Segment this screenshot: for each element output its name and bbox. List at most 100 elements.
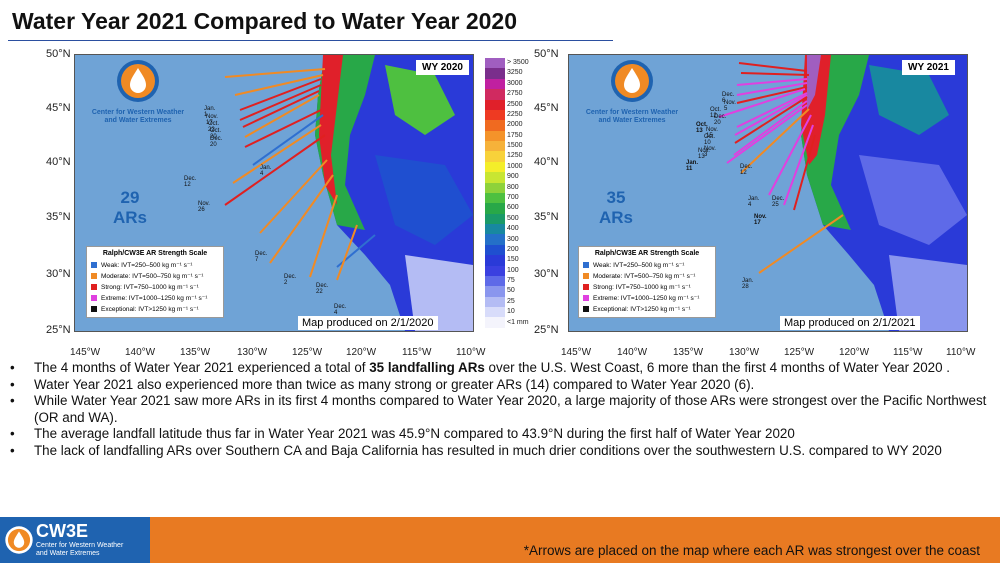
ar-date: Jan. 1 — [204, 106, 216, 118]
colorbar-segment — [485, 255, 505, 266]
colorbar-segment — [485, 89, 505, 100]
colorbar-segment — [485, 203, 505, 214]
legend-row: Exceptional: IVT>1250 kg m⁻¹ s⁻¹ — [583, 303, 711, 314]
ar-date: Jan. 4 — [260, 165, 272, 177]
colorbar-label: 75 — [507, 277, 515, 285]
footer-subtitle-line1: Center for Western Weather — [36, 542, 124, 549]
lon-label: 135°W — [180, 347, 211, 358]
ar-date: Nov. 5 — [724, 100, 736, 112]
bullet-item: • Water Year 2021 also experienced more t… — [10, 376, 755, 392]
colorbar-segment — [485, 172, 505, 183]
cw3e-logo-icon — [117, 60, 159, 102]
ar-date: Dec. 2 — [284, 274, 297, 286]
produced-note: Map produced on 2/1/2021 — [780, 316, 920, 330]
colorbar-segment — [485, 130, 505, 141]
colorbar-label: 25 — [507, 297, 515, 305]
lat-label: 30°N — [534, 268, 559, 280]
legend-row: Exceptional: IVT>1250 kg m⁻¹ s⁻¹ — [91, 303, 219, 314]
wy-tag: WY 2021 — [902, 60, 955, 75]
colorbar-label: 2500 — [507, 100, 523, 108]
lat-label: 45°N — [46, 102, 71, 114]
produced-note: Map produced on 2/1/2020 — [298, 316, 438, 330]
lat-label: 40°N — [534, 156, 559, 168]
lon-label: 115°W — [893, 347, 923, 358]
colorbar-label: 1000 — [507, 162, 523, 170]
colorbar-label: 1250 — [507, 152, 523, 160]
colorbar-label: 400 — [507, 225, 519, 233]
colorbar-label: 700 — [507, 194, 519, 201]
colorbar-segment — [485, 151, 505, 162]
lat-label: 35°N — [46, 211, 71, 223]
ar-date: Dec. 4 — [334, 304, 347, 316]
ar-date: Dec. 6 — [722, 92, 735, 104]
wy-tag: WY 2020 — [416, 60, 469, 75]
bullet-bold: 35 landfalling ARs — [369, 360, 485, 375]
lon-label: 140°W — [617, 347, 648, 358]
lon-label: 115°W — [402, 347, 432, 358]
footer-subtitle-line2: and Water Extremes — [36, 550, 100, 557]
colorbar-segment — [485, 213, 505, 224]
title-rule — [8, 40, 613, 41]
lon-label: 120°W — [839, 347, 870, 358]
colorbar-label: 1750 — [507, 131, 523, 139]
bullet-text: Water Year 2021 also experienced more th… — [34, 376, 755, 392]
terrain-map — [801, 55, 967, 331]
lon-label: 125°W — [292, 347, 323, 358]
lon-label: 145°W — [561, 347, 592, 358]
lat-label: 50°N — [534, 48, 559, 60]
ar-date: Nov. 17 — [754, 214, 767, 226]
colorbar-segment — [485, 286, 505, 297]
legend: Ralph/CW3E AR Strength Scale Weak: IVT=2… — [578, 246, 716, 318]
colorbar-segment — [485, 296, 505, 307]
ar-date: Dec. 7 — [255, 251, 268, 263]
logo-text-line1: Center for Western Weather — [91, 109, 185, 116]
footer-subtitle: Center for Western Weather and Water Ext… — [36, 542, 123, 558]
colorbar-label: <1 mm — [507, 318, 529, 326]
colorbar-label: 600 — [507, 204, 519, 212]
legend: Ralph/CW3E AR Strength Scale Weak: IVT=2… — [86, 246, 224, 318]
legend-swatch — [91, 261, 97, 268]
ar-count-number: 29 — [120, 188, 140, 207]
colorbar-label: 3250 — [507, 69, 523, 77]
legend-row: Extreme: IVT=1000–1250 kg m⁻¹ s⁻¹ — [91, 292, 219, 303]
colorbar-label: 500 — [507, 214, 519, 222]
footer-brand: CW3E — [36, 521, 89, 541]
colorbar-segment — [485, 244, 505, 256]
legend-label: Weak: IVT=250–500 kg m⁻¹ s⁻¹ — [101, 261, 193, 269]
colorbar-label: 50 — [507, 287, 515, 295]
footer-logo-area: CW3E Center for Western Weather and Wate… — [0, 517, 150, 563]
colorbar-labels: > 3500 3250 3000 2750 2500 2250 2000 1750 1500 12… — [507, 58, 539, 328]
ar-date: Nov. 26 — [198, 201, 210, 213]
footer-bar: CW3E Center for Western Weather and Wate… — [0, 517, 1000, 563]
legend-swatch — [583, 294, 589, 301]
colorbar-segment — [485, 234, 505, 245]
bullet-text: The 4 months of Water Year 2021 experien… — [34, 360, 370, 375]
bullet-text: The average landfall latitude thus far i… — [34, 426, 795, 441]
lon-label: 120°W — [346, 347, 377, 358]
precip-colorbar — [485, 58, 505, 328]
ar-count: 35 ARs — [594, 188, 638, 228]
colorbar-segment — [485, 58, 505, 69]
colorbar-label: 300 — [507, 235, 519, 243]
logo-text-line1: Center for Western Weather — [585, 109, 679, 116]
colorbar-segment — [485, 161, 505, 173]
ar-date: Oct. 12 — [710, 107, 722, 119]
colorbar-segment — [485, 141, 505, 152]
lon-label: 130°W — [237, 347, 268, 358]
lon-label: 135°W — [673, 347, 704, 358]
ar-date: Oct. 13 — [696, 122, 708, 134]
legend-swatch — [583, 305, 589, 312]
summary-bullets: • The 4 months of Water Year 2021 experie… — [10, 360, 990, 459]
legend-row: Weak: IVT=250–500 kg m⁻¹ s⁻¹ — [91, 259, 219, 270]
cw3e-logo-icon — [5, 526, 33, 554]
colorbar-segment — [485, 265, 505, 276]
legend-row: Weak: IVT=250–500 kg m⁻¹ s⁻¹ — [583, 259, 711, 270]
colorbar-label: 150 — [507, 256, 519, 264]
colorbar-segment — [485, 68, 505, 79]
colorbar-label: 2750 — [507, 90, 523, 98]
legend-swatch — [583, 272, 589, 279]
legend-row: Extreme: IVT=1000–1250 kg m⁻¹ s⁻¹ — [583, 292, 711, 303]
ar-date: Oct. 22 — [208, 121, 220, 133]
ar-count-unit: ARs — [598, 208, 633, 227]
legend-label: Exceptional: IVT>1250 kg m⁻¹ s⁻¹ — [593, 305, 691, 313]
